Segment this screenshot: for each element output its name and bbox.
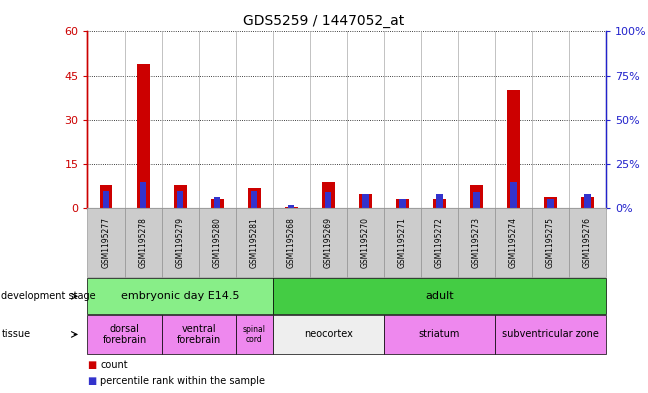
Text: spinal
cord: spinal cord (242, 325, 266, 344)
Text: GSM1195271: GSM1195271 (398, 217, 407, 268)
Bar (102, 191, 110, 208)
Text: GSM1195278: GSM1195278 (139, 217, 148, 268)
Text: GSM1195269: GSM1195269 (323, 217, 332, 268)
Text: neocortex: neocortex (304, 329, 353, 340)
Bar (140, 182, 146, 208)
Bar (321, 182, 334, 208)
Text: adult: adult (425, 291, 454, 301)
Bar (507, 90, 520, 208)
Bar (544, 196, 557, 208)
Bar (251, 191, 257, 208)
Bar (510, 182, 516, 208)
Bar (137, 64, 150, 208)
Bar (470, 185, 483, 208)
Bar (214, 196, 220, 208)
Text: GSM1195272: GSM1195272 (435, 217, 444, 268)
Bar (359, 193, 372, 208)
Text: GSM1195274: GSM1195274 (509, 217, 518, 268)
Text: count: count (100, 360, 128, 370)
Bar (436, 194, 443, 208)
Bar (399, 200, 406, 208)
Bar (177, 191, 183, 208)
Text: GSM1195281: GSM1195281 (249, 217, 259, 268)
Bar (473, 192, 480, 208)
Text: GSM1195270: GSM1195270 (361, 217, 370, 268)
Bar (248, 188, 260, 208)
Text: GSM1195273: GSM1195273 (472, 217, 481, 268)
Text: ventral
forebrain: ventral forebrain (176, 324, 221, 345)
Text: GSM1195268: GSM1195268 (286, 217, 295, 268)
Text: tissue: tissue (1, 329, 30, 340)
Bar (584, 194, 591, 208)
Text: GSM1195279: GSM1195279 (176, 217, 185, 268)
Text: embryonic day E14.5: embryonic day E14.5 (121, 291, 239, 301)
Bar (288, 205, 294, 208)
Text: percentile rank within the sample: percentile rank within the sample (100, 376, 266, 386)
Bar (581, 196, 594, 208)
Bar (433, 200, 446, 208)
Text: GSM1195277: GSM1195277 (102, 217, 111, 268)
Text: development stage: development stage (1, 291, 96, 301)
Text: dorsal
forebrain: dorsal forebrain (102, 324, 146, 345)
Bar (100, 185, 113, 208)
Bar (284, 207, 297, 208)
Bar (325, 192, 332, 208)
Bar (547, 200, 553, 208)
Text: subventricular zone: subventricular zone (502, 329, 599, 340)
Bar (396, 200, 409, 208)
Bar (174, 185, 187, 208)
Text: GDS5259 / 1447052_at: GDS5259 / 1447052_at (244, 14, 404, 28)
Text: ■: ■ (87, 360, 97, 370)
Text: GSM1195276: GSM1195276 (583, 217, 592, 268)
Text: ■: ■ (87, 376, 97, 386)
Bar (362, 194, 369, 208)
Text: striatum: striatum (419, 329, 460, 340)
Bar (211, 200, 224, 208)
Text: GSM1195275: GSM1195275 (546, 217, 555, 268)
Text: GSM1195280: GSM1195280 (213, 217, 222, 268)
